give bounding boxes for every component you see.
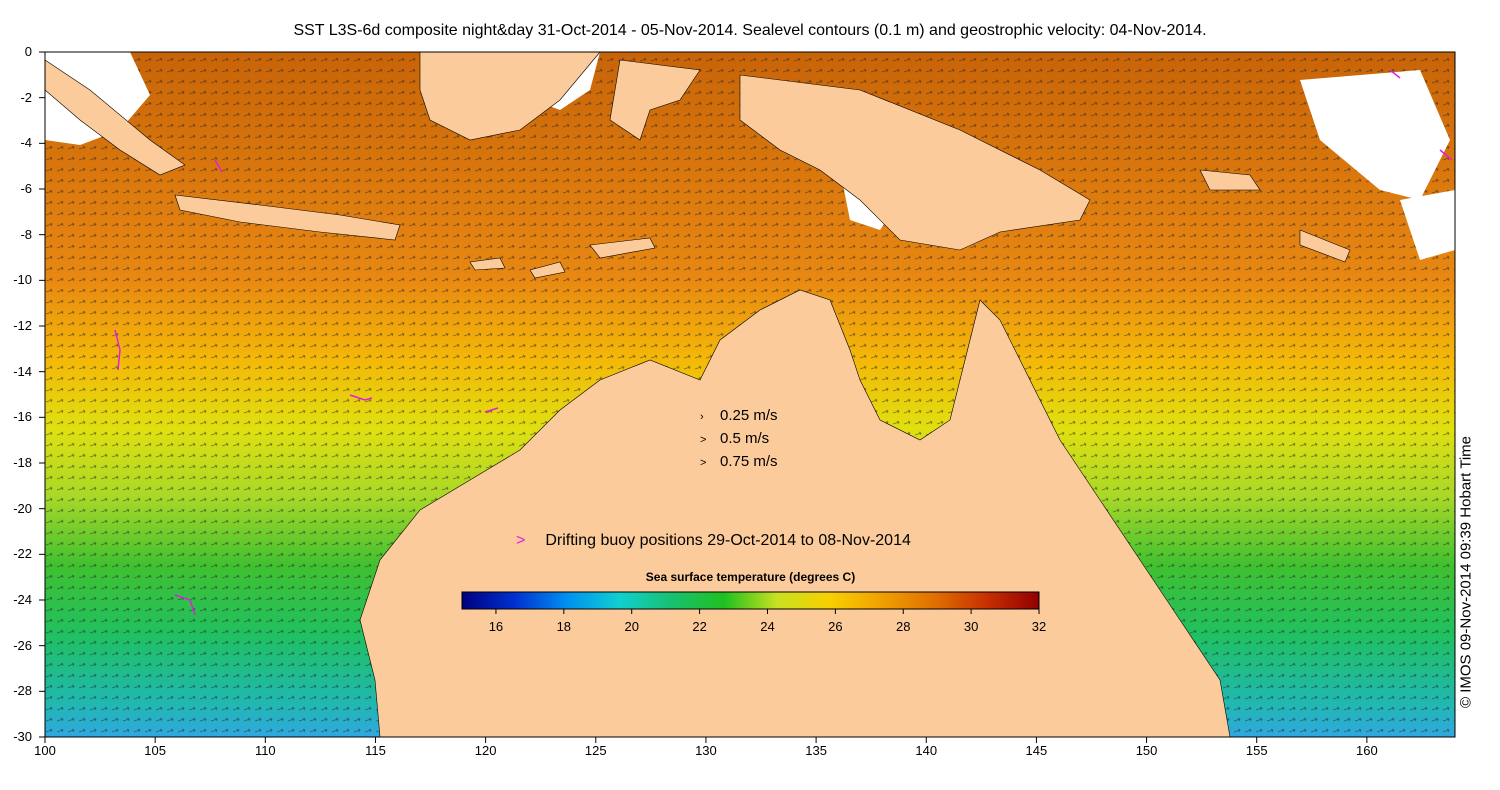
x-tick-label: 125 (584, 743, 607, 758)
x-tick-label: 135 (805, 743, 827, 758)
colorbar-tick-label: 16 (488, 619, 504, 634)
map-title: SST L3S-6d composite night&day 31-Oct-20… (293, 22, 1207, 39)
buoy-track (174, 594, 196, 616)
buoy-track (1389, 69, 1401, 79)
y-tick-label: -22 (13, 546, 32, 562)
colorbar-tick-label: 20 (624, 619, 639, 634)
x-tick-label: 160 (1356, 743, 1378, 758)
x-tick-label: 145 (1025, 743, 1048, 758)
colorbar-ticks (495, 609, 1040, 614)
y-tick-label: -8 (20, 226, 32, 242)
y-tick-label: -4 (20, 135, 32, 151)
colorbar-title: Sea surface temperature (degrees C) (645, 570, 856, 584)
y-tick-label: -12 (13, 318, 32, 333)
x-tick-label: 110 (254, 743, 276, 758)
y-tick-label: -16 (13, 409, 32, 425)
speed-legend-05: >0.5 m/s (700, 430, 769, 447)
buoy-track (484, 407, 499, 413)
y-axis (39, 51, 45, 738)
speed-label: 0.25 m/s (720, 407, 778, 424)
y-tick-label: -24 (13, 592, 32, 607)
speed-label: 0.75 m/s (720, 453, 778, 470)
buoy-legend-label: Drifting buoy positions 29-Oct-2014 to 0… (545, 532, 911, 549)
credit-text: © IMOS 09-Nov-2014 09:39 Hobart Time (1457, 435, 1475, 709)
y-tick-label: -14 (13, 363, 32, 379)
colorbar-tick-label: 24 (760, 619, 775, 634)
y-tick-label: 0 (24, 44, 32, 59)
plot-frame (44, 51, 1456, 738)
colorbar-tick-label: 32 (1031, 619, 1047, 634)
arrow-icon: > (700, 457, 707, 469)
colorbar-gradient (461, 591, 1040, 610)
y-tick-label: -30 (13, 729, 32, 744)
x-tick-label: 115 (365, 743, 386, 758)
x-tick-label: 140 (915, 743, 938, 758)
colorbar-tick-label: 26 (828, 619, 843, 634)
x-axis (44, 737, 1368, 743)
buoy-marker-icon: > (516, 532, 526, 549)
y-tick-label: -28 (13, 683, 32, 699)
buoy-tracks (114, 69, 1453, 616)
colorbar (461, 591, 1040, 614)
colorbar-tick-label: 18 (556, 619, 572, 634)
speed-label: 0.5 m/s (720, 430, 770, 447)
y-tick-label: -18 (13, 455, 32, 470)
buoy-track (1439, 149, 1453, 161)
x-tick-label: 105 (144, 743, 166, 758)
land-masses (44, 51, 1351, 738)
y-tick-label: -10 (13, 272, 32, 288)
plot-area (44, 51, 1456, 738)
colorbar-tick-label: 22 (692, 619, 707, 634)
x-tick-label: 130 (695, 743, 717, 758)
x-tick-label: 155 (1245, 743, 1268, 758)
arrow-icon: › (700, 411, 704, 423)
buoy-track (114, 329, 121, 371)
x-tick-label: 100 (34, 743, 56, 758)
x-tick-label: 150 (1135, 743, 1158, 758)
y-tick-label: -20 (13, 500, 32, 516)
x-tick-label: 120 (474, 743, 497, 758)
y-tick-label: -6 (20, 181, 32, 196)
buoy-legend: > Drifting buoy positions 29-Oct-2014 to … (516, 532, 911, 550)
buoy-track (214, 159, 223, 173)
buoy-track (349, 394, 373, 401)
colorbar-tick-label: 28 (896, 619, 911, 634)
arrow-icon: > (700, 434, 707, 446)
y-tick-label: -2 (20, 89, 32, 105)
speed-legend-075: >0.75 m/s (700, 453, 778, 470)
colorbar-tick-label: 30 (963, 619, 979, 634)
speed-legend-025: › 0.25 m/s (700, 407, 778, 424)
y-tick-label: -26 (13, 637, 32, 653)
